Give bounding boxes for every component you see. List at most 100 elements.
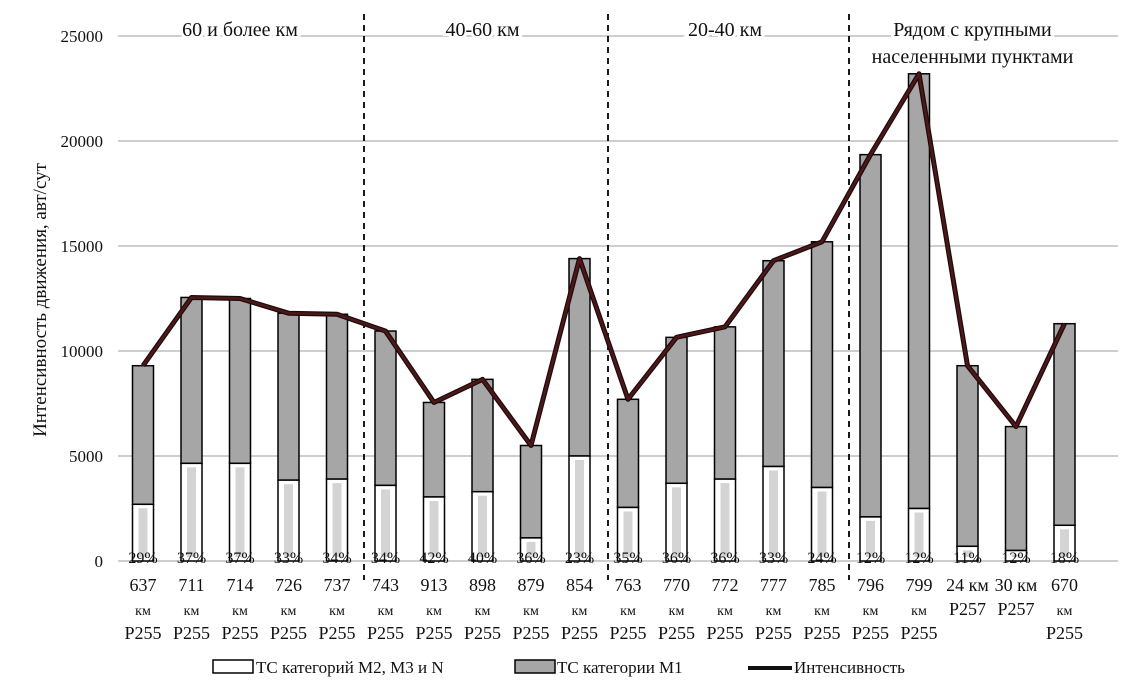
y-tick-label: 10000 <box>61 342 104 361</box>
x-tick-label: 879 <box>518 575 545 595</box>
bar-percent-label: 37% <box>177 550 206 567</box>
bar-m2-shade <box>478 495 487 557</box>
y-axis-label: Интенсивность движения, авт/сут <box>30 162 51 437</box>
x-tick-label: км <box>475 604 491 619</box>
group-label: 20-40 км <box>688 19 762 41</box>
bar-m2-shade <box>235 467 245 557</box>
bar-m2-shade <box>672 487 681 557</box>
x-tick-label: Р255 <box>367 623 404 643</box>
x-tick-label: км <box>814 604 830 619</box>
bar-percent-label: 33% <box>274 550 303 567</box>
x-tick-label: 711 <box>178 575 204 595</box>
x-tick-label: Р255 <box>124 623 161 643</box>
legend-swatch-m2 <box>212 659 254 674</box>
group-label: 40-60 км <box>445 19 519 41</box>
bar-m1 <box>1004 425 1028 552</box>
bars <box>131 73 1076 562</box>
bar-m2-shade <box>963 550 972 557</box>
bar-percent-label: 36% <box>516 550 545 567</box>
x-tick-label: Р255 <box>464 623 501 643</box>
x-tick-label: Р255 <box>415 623 452 643</box>
y-tick-label: 5000 <box>69 447 103 466</box>
x-tick-label: км <box>620 604 636 619</box>
bar-percent-labels: 29% 37% 37% 33% 34% 34% 42% 40% 36% 23% 35% 36% 36% 3… <box>128 550 1079 567</box>
bar-percent-label: 42% <box>419 550 448 567</box>
bar-m2-shade <box>866 520 875 557</box>
bar-m2-shade <box>1060 529 1069 557</box>
bar-m2-shade <box>187 467 196 557</box>
legend-label-line: Интенсивность <box>794 658 905 677</box>
x-tick-label: 670 <box>1051 575 1078 595</box>
bar-m2-shade <box>914 512 924 557</box>
x-tick-label: 726 <box>275 575 302 595</box>
bar-m2-shade <box>1011 554 1021 557</box>
x-tick-label: Р255 <box>173 623 210 643</box>
x-tick-label: км <box>232 604 248 619</box>
bar-m2-shade <box>575 460 584 557</box>
bar-m2-shade <box>332 483 342 557</box>
bar-percent-label: 33% <box>759 550 788 567</box>
x-tick-label: км <box>184 604 200 619</box>
x-tick-label: Р255 <box>803 623 840 643</box>
bar-percent-label: 36% <box>710 550 739 567</box>
x-tick-label: Р255 <box>221 623 258 643</box>
bar-m1 <box>228 297 252 465</box>
x-tick-label: 24 км <box>946 575 989 595</box>
x-tick-label: 785 <box>809 575 836 595</box>
bar-percent-label: 11% <box>953 550 982 567</box>
legend: ТС категорий М2, М3 и N ТС категории М1 … <box>212 658 905 677</box>
x-tick-label: Р257 <box>997 599 1034 619</box>
y-axis-ticks: 0 5000 10000 15000 20000 25000 <box>61 27 104 571</box>
legend-label-m2: ТС категорий М2, М3 и N <box>256 658 444 677</box>
bar-percent-label: 35% <box>613 550 642 567</box>
x-tick-label: 763 <box>615 575 642 595</box>
x-tick-label: 770 <box>663 575 690 595</box>
x-tick-label: км <box>1057 604 1073 619</box>
bar-percent-label: 29% <box>128 550 157 567</box>
x-tick-label: км <box>863 604 879 619</box>
bar-m1 <box>810 241 834 489</box>
bar-m2-shade <box>817 491 827 557</box>
bar-m1 <box>422 401 446 498</box>
bar-m2-shade <box>769 470 778 557</box>
bar-m1 <box>131 364 155 506</box>
bar-m2-shade <box>381 489 390 557</box>
bar-percent-label: 12% <box>1001 550 1030 567</box>
x-tick-label: Р255 <box>318 623 355 643</box>
bar-m1 <box>859 153 882 518</box>
bar-m1 <box>277 312 300 481</box>
intensity-line <box>140 71 1067 448</box>
x-tick-label: Р255 <box>706 623 743 643</box>
x-tick-label: 30 км <box>995 575 1038 595</box>
x-tick-label: 913 <box>421 575 448 595</box>
x-tick-label: 854 <box>566 575 593 595</box>
group-label: Рядом с крупными <box>893 19 1052 41</box>
group-labels: 60 и более км 40-60 км 20-40 км Рядом с кру… <box>179 16 1077 71</box>
bar-m1 <box>956 364 979 548</box>
bar-m1 <box>325 313 349 480</box>
x-tick-label: 796 <box>857 575 884 595</box>
bar-percent-label: 23% <box>565 550 594 567</box>
y-tick-label: 15000 <box>61 237 104 256</box>
x-tick-label: Р255 <box>609 623 646 643</box>
legend-swatch-m1 <box>514 659 556 674</box>
x-tick-label: 714 <box>227 575 254 595</box>
bar-m1 <box>665 336 688 485</box>
x-tick-label: Р255 <box>658 623 695 643</box>
bar-m1 <box>180 296 203 465</box>
x-tick-label: Р255 <box>900 623 937 643</box>
x-tick-label: Р255 <box>270 623 307 643</box>
bar-m2-shade <box>429 500 439 557</box>
y-tick-label: 20000 <box>61 132 104 151</box>
bar-m1 <box>616 398 640 509</box>
bar-percent-label: 34% <box>371 550 400 567</box>
group-label: 60 и более км <box>182 19 298 41</box>
bar-percent-label: 36% <box>662 550 691 567</box>
bar-m1 <box>713 326 737 480</box>
bar-m1 <box>1053 322 1076 527</box>
x-tick-label: Р255 <box>1046 623 1083 643</box>
x-tick-label: км <box>572 604 588 619</box>
x-tick-label: 637 <box>130 575 157 595</box>
x-axis-labels: 637 км Р255 711 км Р255 714 км Р255 726 км Р255 737 к… <box>124 575 1083 643</box>
bar-m1 <box>374 330 397 487</box>
